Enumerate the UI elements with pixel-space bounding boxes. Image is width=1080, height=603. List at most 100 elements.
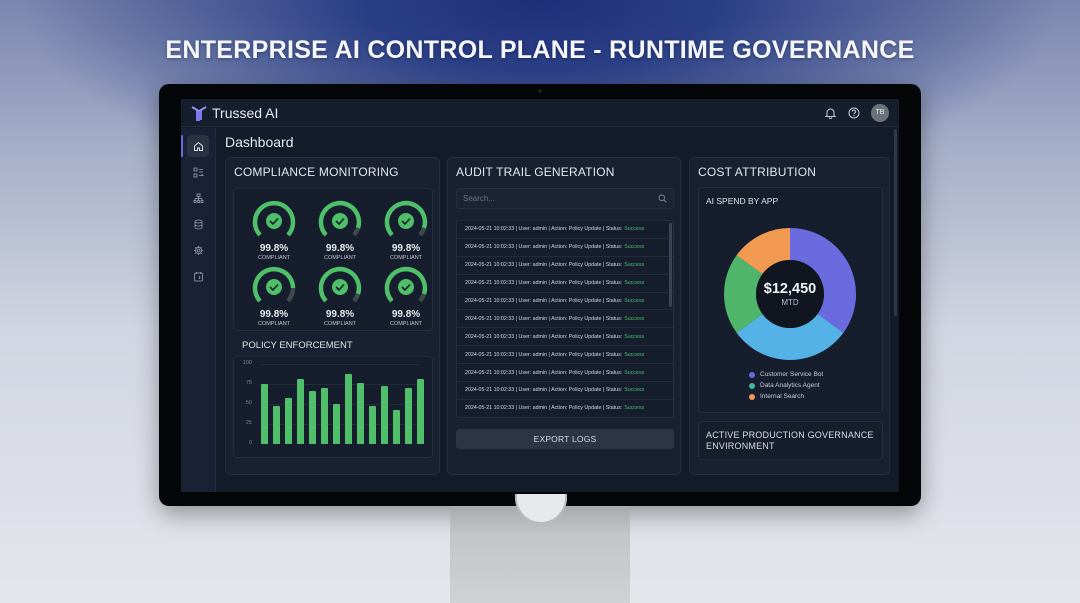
active-indicator xyxy=(181,135,183,157)
policy-bar xyxy=(260,384,268,444)
gauge-ring-icon xyxy=(252,266,296,303)
status-badge: Success xyxy=(624,405,645,412)
environment-card: ACTIVE PRODUCTION GOVERNANCE ENVIRONMENT xyxy=(698,421,883,460)
export-logs-button[interactable]: EXPORT LOGS xyxy=(456,429,674,449)
search-input[interactable] xyxy=(457,194,658,203)
policy-bar xyxy=(416,379,424,444)
audit-log-row[interactable]: 2024-05-21 10:02:33 | User: admin | Acti… xyxy=(457,328,673,347)
audit-log-row[interactable]: 2024-05-21 10:02:33 | User: admin | Acti… xyxy=(457,239,673,257)
chart-area: 100 75 50 25 0 xyxy=(233,356,433,458)
status-badge: Success xyxy=(624,369,645,376)
gauge-ring-icon xyxy=(252,200,296,237)
sidebar-item-reports[interactable] xyxy=(187,265,209,287)
legend-item: Internal Search xyxy=(749,391,823,402)
audit-log-row[interactable]: 2024-05-21 10:02:33 | User: admin | Acti… xyxy=(457,257,673,275)
cost-panel: COST ATTRIBUTION AI SPEND BY APP $12,450… xyxy=(689,157,890,475)
status-badge: Success xyxy=(624,262,645,269)
log-scrollbar[interactable] xyxy=(669,223,672,307)
compliance-gauge: 99.8% COMPLIANT xyxy=(376,198,436,264)
page-title: Dashboard xyxy=(225,134,294,150)
audit-log-row[interactable]: 2024-05-21 10:02:33 | User: admin | Acti… xyxy=(457,275,673,293)
legend-item: Customer Service Bot xyxy=(749,369,823,380)
sidebar-item-workflows[interactable] xyxy=(187,161,209,183)
hierarchy-icon xyxy=(193,193,203,203)
donut-segment xyxy=(736,313,844,360)
user-avatar[interactable]: TB xyxy=(871,103,889,122)
help-icon[interactable] xyxy=(847,106,861,120)
compliance-gauge: 99.8% COMPLIANT xyxy=(310,264,370,330)
policy-bar xyxy=(356,383,364,444)
donut-segment xyxy=(790,228,856,333)
panel-title: AUDIT TRAIL GENERATION xyxy=(456,165,615,179)
app-screen: Trussed AI TB D xyxy=(181,99,899,492)
status-badge: Success xyxy=(624,280,645,287)
audit-log-row[interactable]: 2024-05-21 10:02:33 | User: admin | Acti… xyxy=(457,310,673,329)
panel-title: COMPLIANCE MONITORING xyxy=(234,165,399,179)
total-spend-period: MTD xyxy=(781,298,799,307)
home-icon xyxy=(193,141,203,151)
audit-log-row[interactable]: 2024-05-21 10:02:33 | User: admin | Acti… xyxy=(457,293,673,311)
status-badge: Success xyxy=(624,315,645,322)
bell-icon[interactable] xyxy=(823,106,837,120)
audit-search xyxy=(456,188,674,209)
compliance-gauge: 99.8% COMPLIANT xyxy=(244,264,304,330)
panel-title: COST ATTRIBUTION xyxy=(698,165,817,179)
page-headline: ENTERPRISE AI CONTROL PLANE - RUNTIME GO… xyxy=(165,36,915,64)
report-icon xyxy=(193,271,203,281)
policy-bar xyxy=(320,388,328,444)
gauge-grid: 99.8% COMPLIANT 99.8% COMPLIANT xyxy=(233,188,433,331)
policy-bar xyxy=(368,405,376,444)
audit-log-row[interactable]: 2024-05-21 10:02:33 | User: admin | Acti… xyxy=(457,364,673,383)
spend-by-app-card: AI SPEND BY APP $12,450 MTD Customer Ser… xyxy=(698,187,883,413)
sidebar-item-hierarchy[interactable] xyxy=(187,187,209,209)
policy-bar xyxy=(332,404,340,444)
policy-bar xyxy=(296,379,304,444)
bar-series xyxy=(258,364,426,444)
status-badge: Success xyxy=(624,244,645,251)
chart-title: POLICY ENFORCEMENT xyxy=(242,340,353,351)
policy-bar xyxy=(284,397,292,444)
environment-label: ACTIVE PRODUCTION GOVERNANCE ENVIRONMENT xyxy=(706,430,874,451)
policy-enforcement-chart: POLICY ENFORCEMENT 100 75 50 25 0 xyxy=(233,336,433,458)
legend-item: Data Analytics Agent xyxy=(749,380,823,391)
audit-log-row[interactable]: 2024-05-21 10:02:33 | User: admin | Acti… xyxy=(457,382,673,400)
gauge-ring-icon xyxy=(318,200,362,237)
policy-bar xyxy=(308,391,316,444)
compliance-gauge: 99.8% COMPLIANT xyxy=(244,198,304,264)
spend-donut-chart: $12,450 MTD xyxy=(722,226,858,362)
search-icon[interactable] xyxy=(658,194,667,203)
trussed-logo-icon xyxy=(191,105,207,121)
status-badge: Success xyxy=(624,226,645,233)
gauge-ring-icon xyxy=(318,266,362,303)
status-badge: Success xyxy=(624,298,645,304)
spend-title: AI SPEND BY APP xyxy=(706,196,779,206)
sidebar-item-home[interactable] xyxy=(187,135,209,157)
donut-segment xyxy=(724,255,763,333)
gear-icon xyxy=(193,245,203,255)
policy-bar xyxy=(272,405,280,444)
status-badge: Success xyxy=(624,351,645,358)
donut-segment xyxy=(736,228,790,275)
policy-bar xyxy=(404,388,412,444)
compliance-gauge: 99.8% COMPLIANT xyxy=(376,264,436,330)
audit-log-row[interactable]: 2024-05-21 10:02:33 | User: admin | Acti… xyxy=(457,346,673,365)
status-badge: Success xyxy=(624,333,645,340)
donut-legend: Customer Service Bot Data Analytics Agen… xyxy=(749,369,823,402)
policy-bar xyxy=(380,385,388,444)
audit-log-row[interactable]: 2024-05-21 10:02:33 | User: admin | Acti… xyxy=(457,400,673,417)
gauge-ring-icon xyxy=(384,266,428,303)
sidebar-item-database[interactable] xyxy=(187,213,209,235)
policy-bar xyxy=(392,409,400,444)
sidebar-item-settings[interactable] xyxy=(187,239,209,261)
top-bar: Trussed AI TB xyxy=(181,99,899,127)
audit-log-row[interactable]: 2024-05-21 10:02:33 | User: admin | Acti… xyxy=(457,221,673,239)
compliance-gauge: 99.8% COMPLIANT xyxy=(310,198,370,264)
audit-log-list[interactable]: 2024-05-21 10:02:33 | User: admin | Acti… xyxy=(456,220,674,418)
audit-panel: AUDIT TRAIL GENERATION 2024-05-21 10:02:… xyxy=(447,157,681,475)
policy-bar xyxy=(344,373,352,444)
sidebar xyxy=(181,128,216,492)
gauge-ring-icon xyxy=(384,200,428,237)
main-scrollbar[interactable] xyxy=(894,129,897,316)
status-badge: Success xyxy=(624,387,645,394)
brand-name: Trussed AI xyxy=(212,104,279,121)
